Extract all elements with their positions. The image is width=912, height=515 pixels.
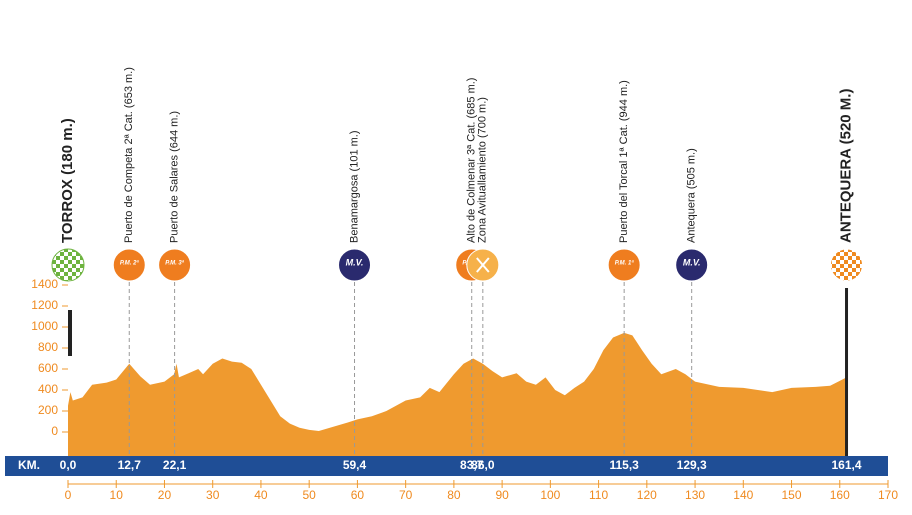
point-label: Puerto de Competa 2ª Cat. (653 m.)	[123, 67, 135, 243]
marker-icon	[607, 248, 641, 282]
y-tick-label: 600	[38, 361, 58, 375]
marker-icon	[338, 248, 372, 282]
y-tick-label: 1400	[31, 277, 58, 291]
y-tick-label: 0	[51, 424, 58, 438]
km-label: 161,4	[832, 458, 862, 472]
x-tick-label: 60	[351, 488, 365, 502]
x-tick-label: 120	[637, 488, 657, 502]
km-label: 83,7	[460, 458, 484, 472]
x-tick-label: 50	[302, 488, 316, 502]
point-label: Benamargosa (101 m.)	[348, 131, 360, 244]
x-tick-label: 70	[399, 488, 413, 502]
point-label: ANTEQUERA (520 M.)	[837, 89, 854, 243]
km-label: 59,4	[343, 458, 367, 472]
x-tick-label: 160	[830, 488, 850, 502]
marker-icon	[112, 248, 146, 282]
icon-text: P.M. 1ª	[615, 260, 635, 267]
marker-icon	[830, 248, 864, 282]
elevation-area	[68, 332, 847, 456]
marker-icon	[158, 248, 192, 282]
point-label: Zona Avituallamiento (700 m.)	[477, 97, 489, 243]
x-tick-label: 90	[495, 488, 509, 502]
icon-text: M.V.	[346, 257, 364, 267]
point-label: Antequera (505 m.)	[686, 148, 698, 243]
feed-icon	[476, 257, 490, 273]
y-tick-label: 800	[38, 340, 58, 354]
y-tick-label: 200	[38, 403, 58, 417]
km-label: 86,0	[471, 458, 495, 472]
icon-text: P.M. 2ª	[120, 260, 140, 267]
km-label: 22,1	[163, 458, 187, 472]
marker-icon	[675, 248, 709, 282]
point-label: TORROX (180 m.)	[59, 118, 76, 243]
y-tick-label: 1200	[31, 298, 58, 312]
x-tick-label: 40	[254, 488, 268, 502]
point-label: Puerto de Salares (644 m.)	[169, 111, 181, 243]
km-label: 115,3	[609, 458, 639, 472]
x-tick-label: 10	[110, 488, 124, 502]
x-tick-label: 110	[589, 488, 608, 502]
band-label: KM.	[18, 458, 40, 472]
x-tick-label: 20	[158, 488, 172, 502]
x-tick-label: 140	[733, 488, 753, 502]
marker-icon	[51, 248, 85, 282]
km-label: 0,0	[60, 458, 77, 472]
x-tick-label: 0	[65, 488, 72, 502]
x-tick-label: 170	[878, 488, 898, 502]
km-label: 129,3	[677, 458, 707, 472]
x-tick-label: 150	[782, 488, 802, 502]
point-label: Puerto del Torcal 1ª Cat. (944 m.)	[618, 80, 630, 243]
icon-text: P.M. 3ª	[165, 260, 185, 267]
x-tick-label: 100	[540, 488, 560, 502]
x-tick-label: 130	[685, 488, 705, 502]
x-tick-label: 80	[447, 488, 461, 502]
y-tick-label: 1000	[31, 319, 58, 333]
km-band	[5, 456, 888, 476]
km-label: 12,7	[118, 458, 142, 472]
icon-text: M.V.	[683, 257, 701, 267]
x-tick-label: 30	[206, 488, 220, 502]
point-label: Alto de Colmenar 3ª Cat. (685 m.)	[466, 78, 478, 243]
axis-bar	[68, 310, 72, 356]
y-tick-label: 400	[38, 382, 58, 396]
